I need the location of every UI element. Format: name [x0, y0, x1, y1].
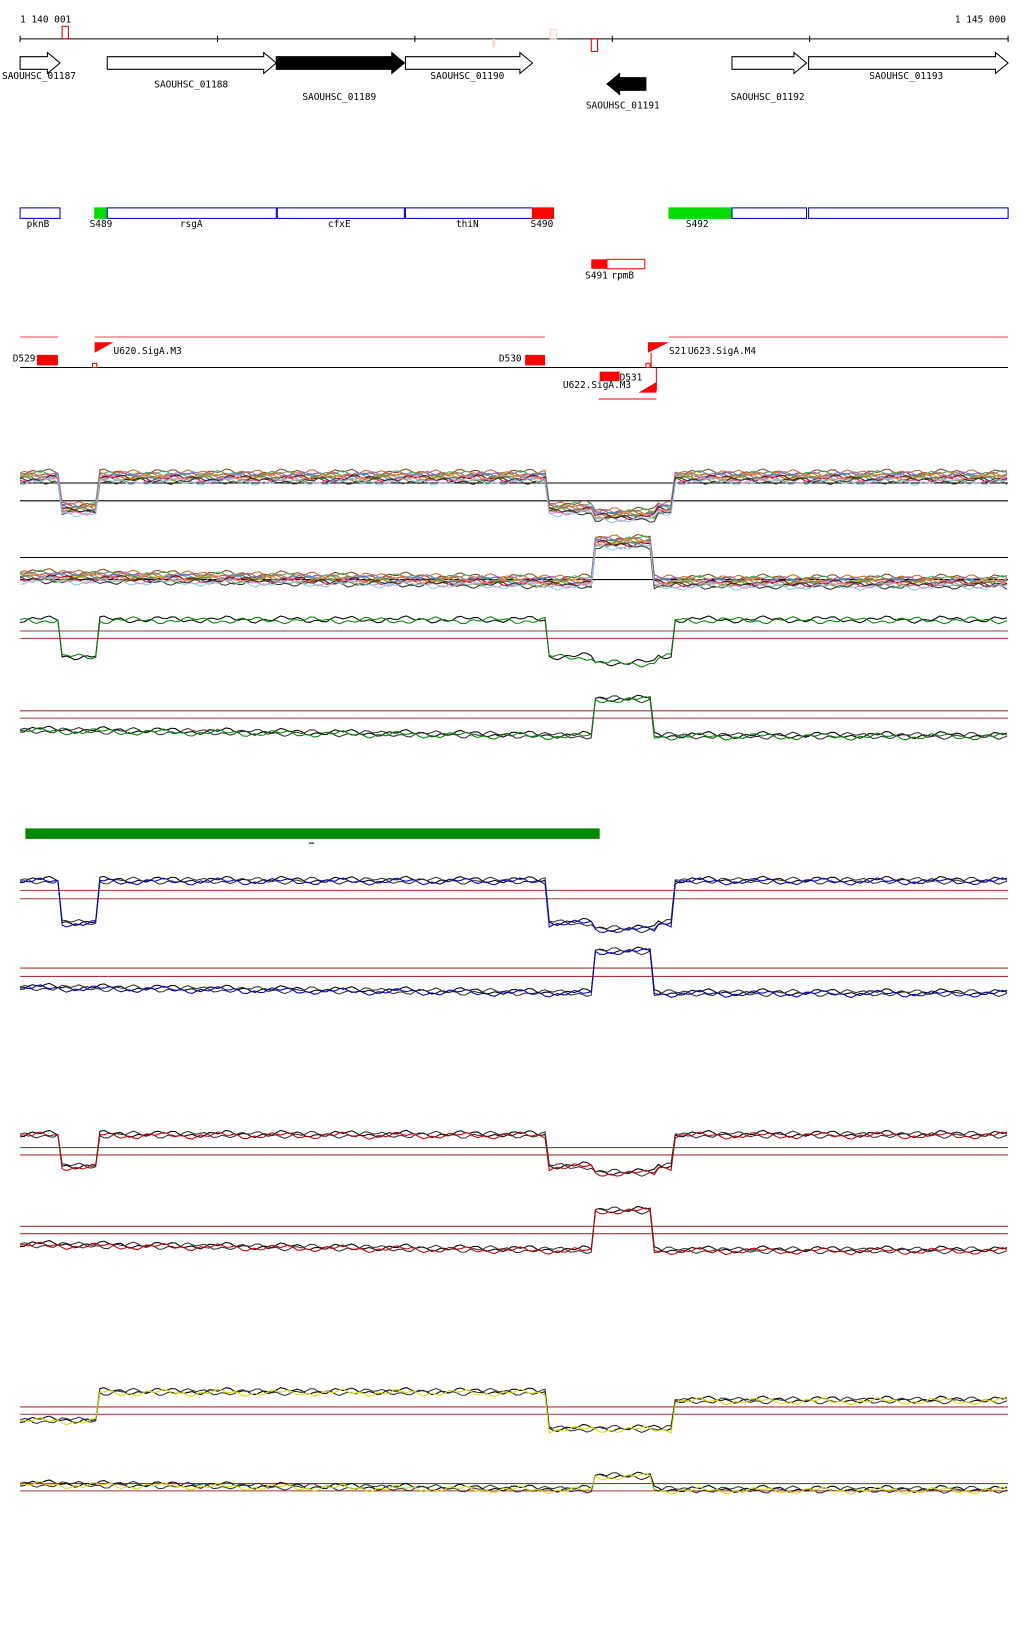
- expression-trace: [19, 537, 1008, 586]
- site-flag: [647, 342, 669, 366]
- label: SAOUHSC_01187: [2, 71, 76, 82]
- expression-trace: [19, 1206, 1008, 1255]
- expression-trace: [19, 876, 1008, 934]
- box: [92, 362, 98, 369]
- expression-trace: [20, 477, 1008, 524]
- label: SAOUHSC_01192: [731, 92, 805, 103]
- label: D529: [13, 354, 36, 365]
- box: [61, 25, 69, 40]
- label: SAOUHSC_01189: [302, 92, 376, 103]
- gene-arrow: [404, 51, 534, 75]
- expression-trace: [19, 616, 1008, 668]
- gene-arrow: [808, 51, 1009, 75]
- expression-trace: [20, 1388, 1008, 1434]
- expression-trace: [20, 946, 1008, 997]
- box: [106, 207, 277, 219]
- label: SAOUHSC_01188: [154, 80, 228, 91]
- expression-trace: [20, 538, 1008, 587]
- expression-trace: [20, 473, 1008, 520]
- box: [808, 207, 1009, 219]
- box: [36, 354, 58, 366]
- expression-trace: [19, 476, 1008, 523]
- expression-trace: [19, 534, 1008, 583]
- expression-trace: [20, 1205, 1008, 1254]
- box: [94, 207, 108, 219]
- label: D531: [620, 372, 643, 383]
- box: [525, 354, 546, 366]
- label: U622.SigA.M3: [563, 380, 631, 391]
- label: D530: [499, 354, 522, 365]
- expression-trace: [19, 475, 1008, 523]
- label: SAOUHSC_01193: [869, 71, 943, 82]
- expression-trace: [20, 875, 1008, 933]
- box: [492, 38, 495, 48]
- expression-trace: [20, 1473, 1008, 1495]
- expression-trace: [20, 1207, 1008, 1256]
- expression-trace: [20, 543, 1008, 591]
- label: U623.SigA.M4: [688, 346, 757, 357]
- box: [276, 207, 405, 219]
- label: SAOUHSC_01190: [430, 71, 504, 82]
- expression-trace: [19, 1387, 1008, 1433]
- label: S489: [90, 219, 113, 230]
- box: [531, 207, 554, 219]
- box: [668, 207, 733, 219]
- box: [19, 207, 61, 219]
- label: pknB: [27, 219, 50, 230]
- expression-trace: [20, 540, 1008, 590]
- expression-trace: [20, 948, 1008, 998]
- box: [590, 38, 599, 52]
- gene-arrow: [606, 72, 647, 96]
- gene-arrow: [106, 51, 278, 75]
- label: thiN: [456, 219, 479, 230]
- box: [645, 362, 651, 369]
- box: [731, 207, 808, 219]
- label: S492: [686, 219, 709, 230]
- box: [591, 259, 608, 269]
- expression-trace: [19, 947, 1008, 998]
- box: [25, 828, 600, 839]
- gene-arrow: [731, 51, 808, 75]
- expression-trace: [20, 877, 1008, 933]
- expression-trace: [19, 695, 1008, 740]
- label: 1 140 001: [20, 14, 71, 25]
- label: 1 145 000: [955, 14, 1006, 25]
- label: S21: [669, 346, 686, 357]
- gene-arrow: [19, 51, 61, 75]
- expression-trace: [19, 1130, 1008, 1177]
- tracks: 1 140 001 1 145 000 SAOUHSC_01187 SAOUHSC_0…: [2, 14, 1009, 1495]
- label: U620.SigA.M3: [114, 346, 182, 357]
- label: rsgA: [180, 219, 203, 230]
- label: S490: [531, 219, 554, 230]
- gene-arrow: [275, 51, 406, 75]
- site-flag: [638, 382, 657, 393]
- expression-trace: [19, 541, 1008, 591]
- site-flag: [94, 342, 114, 366]
- label: SAOUHSC_01191: [586, 101, 660, 112]
- box: [599, 371, 620, 382]
- expression-trace: [19, 472, 1008, 518]
- label: S491: [585, 271, 608, 282]
- label: cfxE: [328, 219, 351, 230]
- expression-trace: [19, 469, 1008, 516]
- expression-trace: [20, 615, 1008, 667]
- box: [404, 207, 533, 219]
- box: [606, 258, 646, 270]
- expression-trace: [19, 1472, 1008, 1494]
- expression-trace: [20, 1131, 1008, 1177]
- expression-trace: [20, 696, 1008, 741]
- label: rpmB: [611, 271, 634, 282]
- box: [549, 28, 558, 40]
